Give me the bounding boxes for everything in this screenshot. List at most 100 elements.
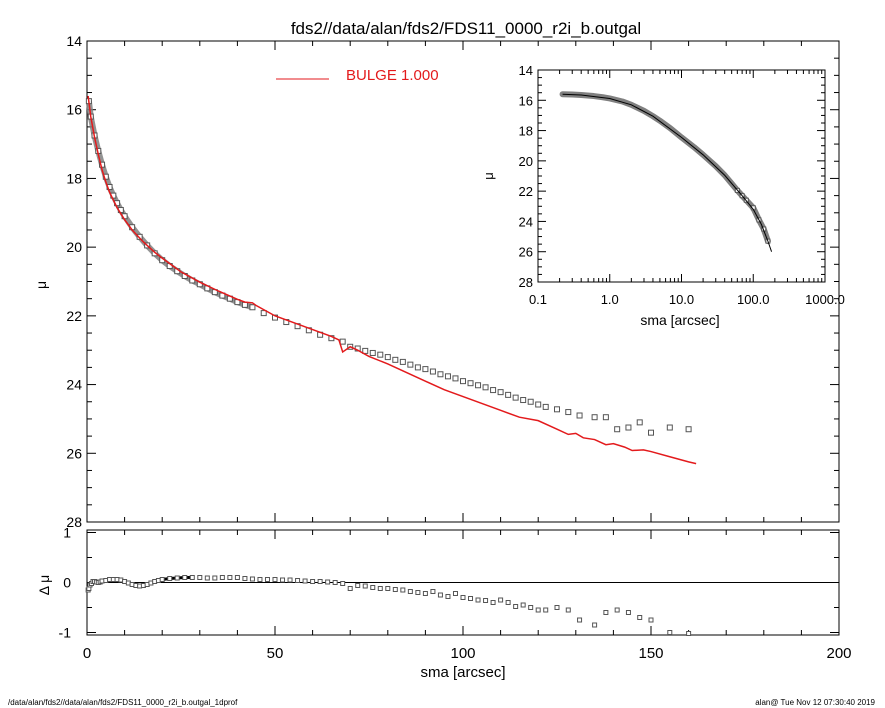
residual-data-point <box>490 600 496 605</box>
residual-data-point <box>242 576 248 581</box>
chart-title: fds2//data/alan/fds2/FDS11_0000_r2i_b.ou… <box>291 19 641 38</box>
residual-x-tick-label: 50 <box>267 645 284 662</box>
residual-data-point <box>332 580 338 585</box>
main-data-point <box>527 398 534 405</box>
residual-data-point <box>392 587 398 592</box>
residual-data-point <box>212 575 218 581</box>
main-data-point <box>542 403 549 410</box>
residual-data-point <box>498 597 504 603</box>
main-data-point <box>260 310 267 317</box>
residual-data-point <box>227 575 233 580</box>
residual-data-point <box>197 575 203 580</box>
residual-data-point <box>667 630 673 635</box>
residual-data-point <box>174 575 180 581</box>
inset-x-tick-label: 0.1 <box>529 292 547 307</box>
main-data-point <box>249 304 256 311</box>
inset-x-tick-label: 1000.0 <box>805 292 845 307</box>
residual-data-point <box>295 578 301 583</box>
main-data-point <box>377 351 384 358</box>
main-data-point <box>512 394 519 401</box>
residual-y-tick-label: 1 <box>63 525 71 541</box>
footer-timestamp: alan@ Tue Nov 12 07:30:40 2019 <box>755 698 875 707</box>
residual-data-point <box>280 577 286 583</box>
inset-x-tick-label: 100.0 <box>737 292 770 307</box>
main-data-point <box>490 387 497 394</box>
main-data-point <box>362 347 369 354</box>
inset-x-tick-labels: 0.1 1.0 10.0 100.0 1000.0 <box>529 292 845 307</box>
inset-y-tick-label: 22 <box>519 184 533 199</box>
residual-data-point <box>437 592 443 598</box>
main-data-point <box>460 378 466 385</box>
main-data-point <box>136 233 143 240</box>
residual-data-point <box>543 607 549 613</box>
inset-x-tick-label: 1.0 <box>601 292 619 307</box>
main-legend: BULGE 1.000 <box>276 67 439 84</box>
residual-data-point <box>483 598 489 603</box>
main-data-marks <box>85 95 697 465</box>
inset-x-tick-label: 10.0 <box>669 292 694 307</box>
main-data-band <box>85 100 254 311</box>
main-data-point <box>369 349 376 356</box>
residual-data-point <box>310 579 316 584</box>
main-data-point <box>482 384 489 391</box>
inset-y-tick-label: 14 <box>519 63 533 78</box>
residual-data-point <box>648 617 654 623</box>
residual-data-point <box>445 594 451 599</box>
residual-data-point <box>468 596 474 601</box>
inset-data-marks <box>559 91 773 252</box>
residual-data-point <box>272 577 278 582</box>
residual-data-point <box>189 575 195 580</box>
main-data-point <box>505 391 512 398</box>
main-axis-ticks <box>86 40 840 523</box>
residual-data-point <box>686 631 692 636</box>
main-data-point <box>648 429 654 436</box>
residual-data-point <box>625 610 631 615</box>
inset-y-axis-label: μ <box>481 172 496 180</box>
main-data-point <box>602 414 609 421</box>
residual-data-point <box>460 595 466 600</box>
residual-data-point <box>219 575 225 580</box>
residual-data-point <box>565 607 571 613</box>
inset-log-panel: 14 16 18 20 22 24 26 28 0.1 1.0 10.0 100.0 1000.0 μ… <box>481 63 845 328</box>
residual-data-point <box>430 589 436 594</box>
main-data-point <box>520 397 527 404</box>
main-y-axis-label: μ <box>33 281 49 289</box>
main-data-point <box>591 414 598 421</box>
residual-data-marks <box>85 575 692 636</box>
residual-data-point <box>422 591 428 596</box>
residual-data-point <box>287 577 293 583</box>
main-data-point <box>576 412 583 419</box>
main-data-point <box>444 373 451 380</box>
residual-panel: 1 0 -1 0 50 100 150 200 Δ μ sma [arcsec] <box>36 525 852 682</box>
residual-y-tick-label: 0 <box>63 575 71 591</box>
main-data-point <box>565 409 572 416</box>
inset-y-tick-label: 18 <box>519 124 533 139</box>
main-data-point <box>414 364 421 371</box>
main-data-point <box>241 301 248 308</box>
inset-y-tick-labels: 14 16 18 20 22 24 26 28 <box>519 63 533 290</box>
main-data-point <box>339 338 346 345</box>
main-data-point <box>392 356 399 363</box>
residual-x-tick-labels: 0 50 100 150 200 <box>83 645 852 662</box>
residual-data-point <box>302 578 308 584</box>
main-y-tick-label: 24 <box>66 377 82 393</box>
inset-y-tick-label: 16 <box>519 93 533 108</box>
residual-data-point <box>347 586 353 591</box>
residual-data-point <box>340 581 346 586</box>
residual-x-tick-label: 100 <box>450 645 475 662</box>
legend-model-label: BULGE 1.000 <box>346 67 439 84</box>
inset-axis-ticks <box>537 69 826 283</box>
residual-data-point <box>400 587 406 593</box>
inset-x-axis-label: sma [arcsec] <box>640 312 719 328</box>
main-data-point <box>422 366 429 373</box>
inset-y-tick-label: 28 <box>519 275 533 290</box>
main-data-point <box>399 358 406 365</box>
inset-plot-frame <box>537 69 826 283</box>
residual-x-tick-label: 150 <box>638 645 663 662</box>
main-data-point <box>429 368 436 375</box>
residual-data-point <box>475 597 481 603</box>
inset-y-tick-label: 20 <box>519 154 533 169</box>
residual-data-point <box>452 591 458 596</box>
residual-data-point <box>385 586 391 591</box>
